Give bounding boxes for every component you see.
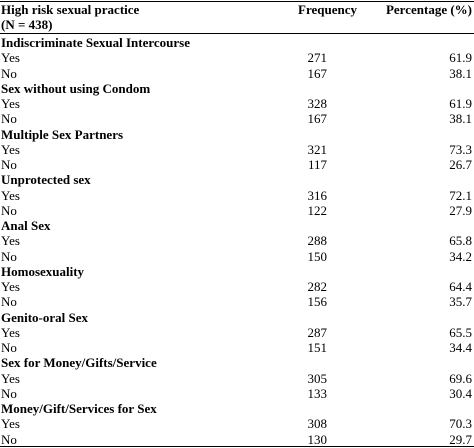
frequency-cell: 282 [307, 279, 328, 294]
header-cell: Frequency [298, 2, 357, 17]
row-label: Yes [1, 96, 20, 111]
row-label: No [1, 340, 17, 355]
percentage-cell: 35.7 [449, 294, 472, 310]
row-label: Yes [1, 324, 20, 340]
percentage-cell: 34.2 [449, 248, 472, 264]
percentage-cell: 38.1 [449, 65, 472, 81]
row-label: Yes [1, 279, 20, 294]
row-label: Yes [1, 141, 20, 157]
bottom-rule [0, 446, 474, 447]
percentage-cell: 26.7 [449, 157, 472, 172]
row-label: Yes [1, 50, 20, 66]
frequency-cell: 151 [307, 340, 328, 355]
frequency-cell: 133 [307, 385, 328, 401]
row-label: Yes [1, 233, 20, 249]
section-title: Unprotected sex [1, 172, 91, 188]
frequency-cell: 288 [307, 233, 328, 249]
percentage-cell: 72.1 [449, 187, 472, 203]
row-label: Yes [1, 370, 20, 386]
row-label: No [1, 111, 17, 127]
row-label: No [1, 248, 17, 264]
percentage-cell: 61.9 [449, 96, 472, 111]
percentage-cell: 38.1 [449, 111, 472, 127]
frequency-cell: 117 [307, 157, 327, 172]
section-title: Multiple Sex Partners [1, 126, 124, 142]
top-rule [0, 1, 474, 2]
percentage-cell: 29.7 [449, 431, 472, 447]
frequency-cell: 167 [307, 111, 328, 127]
percentage-cell: 65.5 [449, 324, 472, 340]
header-cell: High risk sexual practice [1, 2, 140, 17]
frequency-cell: 308 [307, 416, 328, 432]
percentage-cell: 70.3 [449, 416, 472, 432]
frequency-cell: 305 [307, 370, 328, 386]
frequency-cell: 156 [307, 294, 328, 310]
section-title: Sex without using Condom [1, 80, 151, 96]
frequency-cell: 321 [307, 141, 328, 157]
percentage-cell: 34.4 [449, 340, 472, 355]
frequency-cell: 271 [307, 50, 328, 66]
percentage-cell: 64.4 [449, 279, 472, 294]
frequency-cell: 287 [307, 324, 328, 340]
header-cell: Percentage (%) [385, 2, 472, 17]
section-title: Genito-oral Sex [1, 309, 89, 325]
percentage-cell: 73.3 [449, 141, 472, 157]
row-label: No [1, 202, 17, 218]
frequency-cell: 167 [307, 65, 328, 81]
percentage-cell: 65.8 [449, 233, 472, 249]
row-label: Yes [1, 416, 20, 432]
row-label: No [1, 294, 17, 310]
frequency-cell: 328 [307, 96, 328, 111]
header-cell: (N = 438) [1, 17, 53, 32]
section-title: Money/Gift/Services for Sex [1, 401, 157, 416]
section-title: Homosexuality [1, 263, 85, 279]
section-title: Anal Sex [1, 218, 51, 233]
row-label: No [1, 157, 17, 172]
frequency-cell: 316 [307, 187, 328, 203]
frequency-cell: 130 [307, 431, 328, 447]
row-label: No [1, 431, 17, 447]
frequency-cell: 122 [307, 202, 328, 218]
row-label: No [1, 65, 17, 81]
row-label: No [1, 385, 17, 401]
row-label: Yes [1, 187, 20, 203]
percentage-cell: 61.9 [449, 50, 472, 66]
percentage-cell: 69.6 [449, 370, 472, 386]
percentage-cell: 27.9 [449, 202, 472, 218]
section-title: Sex for Money/Gifts/Service [1, 355, 157, 371]
percentage-cell: 30.4 [449, 385, 472, 401]
section-title: Indiscriminate Sexual Intercourse [1, 35, 190, 50]
header-rule [0, 33, 474, 34]
frequency-cell: 150 [307, 248, 328, 264]
